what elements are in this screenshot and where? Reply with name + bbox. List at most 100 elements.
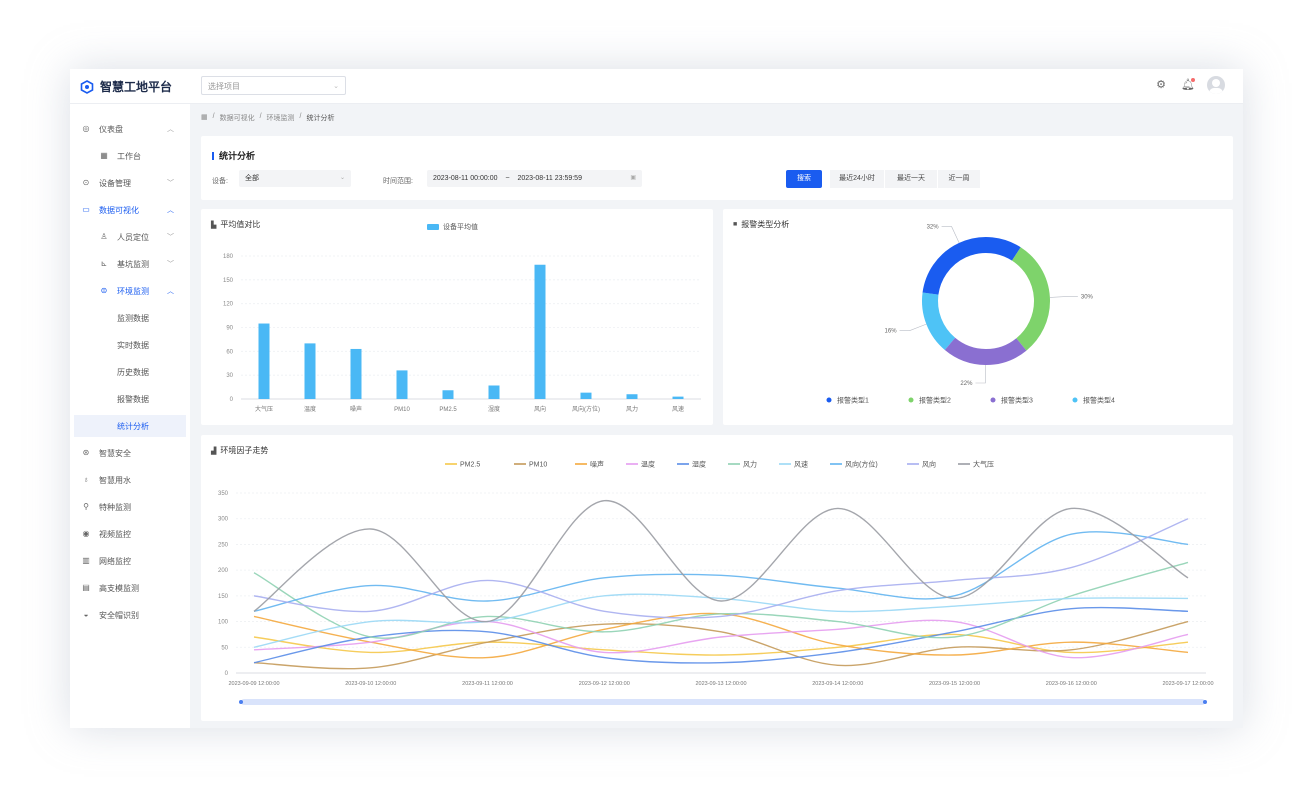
logo: 智慧工地平台 — [80, 78, 172, 95]
sidebar-item-smart-water[interactable]: ♁ 智慧用水 — [70, 469, 190, 491]
donut-chart: 16% 32% 30% 22% 报警类型1 报警类型2 报警类型3 报警类型4 — [826, 225, 1115, 405]
sidebar-item-label: 实时数据 — [117, 340, 149, 350]
sidebar-item-video-monitor[interactable]: ◉ 视频监控 — [70, 523, 190, 545]
series-line — [253, 606, 1189, 664]
x-tick-label: 湿度 — [488, 405, 500, 413]
sidebar-item-label: 视频监控 — [99, 529, 131, 539]
sidebar-item-label: 仪表盘 — [99, 124, 123, 134]
sidebar-item-alarm-data[interactable]: 报警数据 — [70, 388, 190, 410]
sidebar-item-history-data[interactable]: 历史数据 — [70, 361, 190, 383]
series-line — [253, 500, 1189, 623]
sidebar-item-network-monitor[interactable]: ▥ 网络监控 — [70, 550, 190, 572]
legend-label: 报警类型3 — [1001, 396, 1033, 405]
sidebar-item-label: 设备管理 — [99, 178, 131, 188]
series-line — [253, 620, 1189, 670]
bar-legend[interactable]: 设备平均值 — [427, 222, 478, 232]
breadcrumb-current: 统计分析 — [306, 115, 335, 122]
chevron-down-icon: ⌄ — [333, 83, 339, 90]
quick-1day-button[interactable]: 最近一天 — [885, 170, 937, 188]
y-tick-label: 60 — [226, 349, 233, 355]
sidebar-item-helmet-recognition[interactable]: ◒ 安全帽识别 — [70, 604, 190, 626]
sidebar-item-realtime-data[interactable]: 实时数据 — [70, 334, 190, 356]
avatar[interactable] — [1207, 76, 1225, 94]
search-button[interactable]: 搜索 — [786, 170, 822, 188]
y-tick-label: 0 — [230, 397, 234, 403]
x-tick-label: 温度 — [304, 405, 316, 413]
series-line — [253, 619, 1189, 659]
chevron-down-icon: ﹀ — [167, 234, 174, 241]
legend-label: PM10 — [529, 462, 547, 469]
bar — [396, 370, 408, 399]
y-tick-label: 0 — [225, 671, 229, 677]
bar-card-title-text: 平均值对比 — [220, 220, 261, 229]
y-tick-label: 150 — [218, 594, 229, 600]
breadcrumb-item[interactable]: 数据可视化 — [219, 115, 255, 122]
pit-icon: ⊾ — [100, 259, 108, 268]
time-range-picker[interactable]: 2023-08-11 00:00:00 ~ 2023-08-11 23:59:5… — [427, 170, 642, 187]
bar-chart-card: ▙ 平均值对比 设备平均值 0 30 60 90 120 150 180 大气压 温度 噪声 PM1… — [201, 209, 713, 425]
x-tick-label: 2023-09-14 12:00:00 — [812, 681, 863, 687]
bar — [350, 348, 362, 399]
y-tick-label: 200 — [218, 568, 229, 574]
sidebar-item-label: 数据可视化 — [99, 205, 139, 215]
bar-chart: 0 30 60 90 120 150 180 大气压 温度 噪声 PM10 PM2.5 湿度 风向 风向(方… — [223, 254, 701, 413]
sidebar-item-smart-safety[interactable]: ⊛ 智慧安全 — [70, 442, 190, 464]
sidebar-item-label: 监测数据 — [117, 313, 149, 323]
filter-title: 统计分析 — [212, 149, 255, 162]
sidebar-item-label: 基坑监测 — [117, 259, 149, 269]
chevron-down-icon: ﹀ — [167, 261, 174, 268]
bar-legend-swatch — [427, 224, 439, 230]
quick-1week-button[interactable]: 近一周 — [938, 170, 980, 188]
series-line — [253, 593, 1189, 648]
sidebar-item-special-monitoring[interactable]: ⚲ 特种监测 — [70, 496, 190, 518]
legend-label: 风向 — [922, 460, 936, 469]
bar — [258, 323, 270, 399]
safety-icon: ⊛ — [82, 448, 90, 457]
sidebar-item-workbench[interactable]: ▦ 工作台 — [70, 145, 190, 167]
series-line — [253, 531, 1189, 612]
donut-label-line — [941, 226, 960, 244]
sidebar-item-personnel-location[interactable]: ♙ 人员定位 ﹀ — [70, 226, 190, 248]
settings-gear-icon[interactable]: ⚙ — [1156, 79, 1166, 91]
home-icon[interactable]: ▦ — [201, 114, 208, 121]
breadcrumb-item[interactable]: 环境监测 — [266, 115, 295, 122]
device-select[interactable]: 全部 ⌄ — [239, 170, 351, 187]
chevron-up-icon: ︿ — [167, 126, 174, 133]
sidebar-item-label: 智慧用水 — [99, 475, 131, 485]
device-select-value: 全部 — [245, 175, 259, 182]
legend-label: 报警类型2 — [919, 396, 951, 405]
quick-24h-button[interactable]: 最近24小时 — [830, 170, 884, 188]
chevron-up-icon: ︿ — [167, 207, 174, 214]
sidebar-item-data-visualization[interactable]: ▭ 数据可视化 ︿ — [70, 199, 190, 221]
breadcrumb-separator: / — [212, 113, 215, 120]
legend-label: 风力 — [743, 460, 757, 469]
project-select-placeholder: 选择项目 — [208, 82, 240, 91]
sidebar-item-device-management[interactable]: ⊙ 设备管理 ﹀ — [70, 172, 190, 194]
sidebar-item-pit-monitoring[interactable]: ⊾ 基坑监测 ﹀ — [70, 253, 190, 275]
workbench-icon: ▦ — [100, 151, 108, 160]
calendar-icon: ▣ — [630, 175, 636, 181]
sidebar-item-label: 人员定位 — [117, 232, 149, 242]
chart-icon: ▭ — [82, 205, 90, 214]
donut-chart-card: ■ 报警类型分析 16% 32% 30% 22% 报警类型1 报警类型2 报警类型3 报警类型… — [723, 209, 1233, 425]
sidebar-item-env-monitoring[interactable]: ⊜ 环境监测 ︿ — [70, 280, 190, 302]
y-tick-label: 250 — [218, 542, 229, 548]
sidebar-item-label: 网络监控 — [99, 556, 131, 566]
project-select[interactable]: 选择项目 ⌄ — [201, 76, 346, 95]
sidebar-item-formwork-monitoring[interactable]: ▤ 高支模监测 — [70, 577, 190, 599]
donut-label-line — [1049, 296, 1078, 298]
y-tick-label: 120 — [223, 302, 234, 308]
notification-bell-icon[interactable]: 🔔︎ — [1181, 78, 1195, 91]
sidebar-item-statistics[interactable]: 统计分析 — [74, 415, 186, 437]
sidebar-item-label: 智慧安全 — [99, 448, 131, 458]
legend-dot — [826, 397, 832, 403]
legend-dot — [990, 397, 996, 403]
donut-slice-label: 16% — [885, 329, 898, 335]
line-card-title-text: 环境因子走势 — [220, 446, 269, 455]
time-end[interactable]: 2023-08-11 23:59:59 — [517, 175, 582, 182]
time-start[interactable]: 2023-08-11 00:00:00 — [433, 175, 498, 182]
sidebar-item-monitor-data[interactable]: 监测数据 — [70, 307, 190, 329]
zoom-slider-handle-left — [239, 700, 243, 704]
sidebar-item-label: 工作台 — [117, 151, 141, 161]
sidebar-item-dashboard[interactable]: ◎ 仪表盘 ︿ — [70, 118, 190, 140]
